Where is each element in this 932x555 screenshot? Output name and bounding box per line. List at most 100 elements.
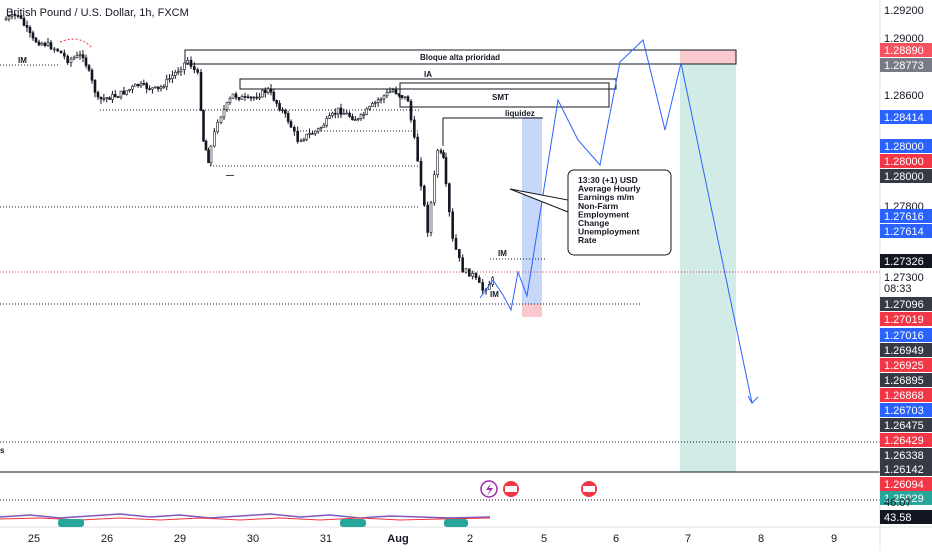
price-tag[interactable] [880,448,932,462]
candle [59,50,63,54]
candle [96,92,100,98]
candle [272,91,276,101]
candle [331,112,334,116]
take-profit-zone[interactable] [680,64,736,472]
candle [46,42,50,46]
candle [225,102,229,110]
price-tag[interactable] [880,43,932,57]
price-tag[interactable] [880,433,932,447]
x-tick-label: 26 [101,533,113,545]
price-tag-label: 1.27016 [884,330,924,342]
liquidity-line[interactable] [442,117,543,146]
candle [179,69,183,73]
news-line: Employment [578,209,629,219]
x-tick-label: 6 [613,533,619,545]
candle [10,14,14,17]
candle [122,90,126,95]
candle [133,83,137,87]
candle [308,133,311,135]
price-tag[interactable] [880,328,932,342]
price-tag[interactable] [880,154,932,168]
candle [311,133,314,135]
price-tag[interactable] [880,169,932,183]
candle [102,98,106,100]
earnings-marker-2[interactable] [340,519,366,527]
candle [75,55,79,59]
candle [385,92,389,97]
candle [305,133,309,140]
indicator-value-tag[interactable] [880,510,932,524]
low-sl-zone[interactable] [522,304,542,317]
price-tag[interactable] [880,110,932,124]
price-tag[interactable] [880,358,932,372]
price-tag[interactable] [880,373,932,387]
candle [468,268,471,277]
price-tag[interactable] [880,418,932,432]
news-line: Non-Farm [578,201,619,211]
candle [409,101,413,121]
news-line: Rate [578,235,597,245]
price-tag[interactable] [880,388,932,402]
liquidity-zone[interactable] [522,117,542,304]
candle [31,32,35,39]
us-flag-stripes-1 [505,486,517,492]
x-tick-label: 25 [28,533,40,545]
candle [231,93,235,99]
us-flag-stripes-2 [583,486,595,492]
price-tag[interactable] [880,209,932,223]
candle [461,257,464,273]
earnings-marker-3[interactable] [444,519,468,527]
candle [356,118,360,120]
price-tags: 1.28890 1.28773 1.28414 1.28000 1.28000 1.280… [880,43,932,524]
price-tag[interactable] [880,343,932,357]
price-tag[interactable] [880,58,932,72]
candle [34,37,38,43]
candle [444,157,448,184]
candle [168,78,171,80]
stop-loss-zone[interactable] [680,50,736,64]
price-tag[interactable] [880,254,932,268]
candle [28,27,32,34]
candle [125,90,129,95]
candle [128,88,131,91]
candle [400,95,404,98]
candle [116,96,120,98]
candle [339,107,343,115]
price-tag[interactable] [880,312,932,326]
candle [382,95,386,100]
candle [66,55,69,64]
candle [255,96,259,99]
candle [99,96,103,100]
price-tag[interactable] [880,462,932,476]
candle [53,48,56,51]
candle [176,71,180,74]
candle [63,52,66,57]
price-tag[interactable] [880,403,932,417]
candle [439,150,443,153]
price-tag[interactable] [880,297,932,311]
x-tick-label: 9 [831,533,837,545]
liquidity-label: liquidez [505,109,535,118]
candle [423,185,426,206]
price-tag[interactable] [880,224,932,238]
forecast-path[interactable] [479,39,753,404]
price-tag[interactable] [880,477,932,491]
candle [403,96,407,99]
price-tag[interactable] [880,139,932,153]
candle [142,83,146,85]
priority-block-box[interactable] [184,49,737,65]
price-tag-label: 1.28414 [884,112,924,124]
earnings-marker-1[interactable] [58,519,84,527]
price-tag[interactable] [880,491,932,505]
candle [108,97,111,100]
indicator-tick: 46.07 [884,497,912,509]
ia-box[interactable] [239,78,617,90]
candle [316,128,320,132]
x-tick-label: 8 [758,533,764,545]
news-callout[interactable] [567,169,672,256]
candle [105,97,109,99]
candle [119,90,123,98]
candle [209,145,213,164]
